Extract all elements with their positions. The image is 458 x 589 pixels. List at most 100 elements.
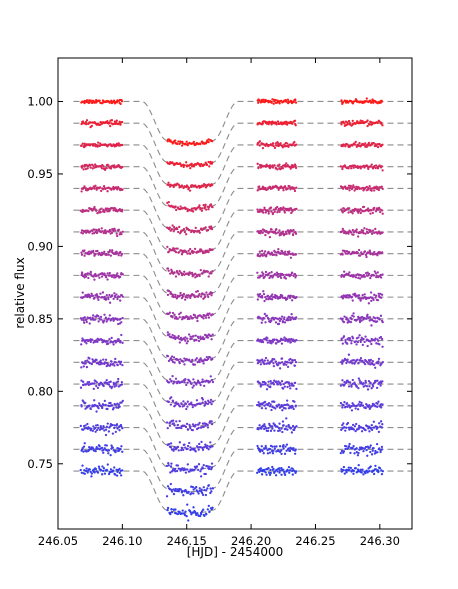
data-point [367,272,371,276]
data-point [170,470,174,473]
data-point [285,417,288,420]
data-point [259,363,263,366]
data-point [114,295,117,299]
data-point [182,448,185,451]
data-point [121,273,124,276]
data-point [103,250,106,253]
data-point [283,211,287,214]
data-point [342,403,345,407]
data-point [362,361,366,364]
data-point [88,380,91,384]
data-point [197,426,200,430]
data-point [380,251,384,254]
data-point [350,295,354,299]
data-point [95,384,98,388]
data-point [172,336,175,340]
data-point [363,250,367,253]
data-point [92,425,95,428]
data-point [294,232,298,235]
data-point [360,426,363,429]
data-point [206,270,210,273]
data-point [166,355,170,358]
data-point [381,124,384,127]
data-point [181,295,185,298]
data-point [206,426,210,429]
data-point [295,186,298,189]
data-point [165,421,169,424]
data-point [378,422,381,425]
data-point [177,140,180,143]
data-point [94,449,97,453]
data-point [211,445,214,448]
data-point [99,211,102,214]
data-point [106,422,109,425]
data-point [271,293,274,296]
data-point [274,407,277,410]
data-point [170,508,173,511]
data-point [87,276,90,280]
data-point [358,334,361,337]
y-tick-label: 0.90 [27,239,53,253]
data-point [282,468,285,471]
data-point [194,272,197,275]
data-point [113,274,116,277]
data-point [194,276,197,279]
data-point [278,362,282,365]
data-point [349,321,353,324]
data-point [182,404,186,407]
data-point [195,357,198,360]
data-point [271,465,274,469]
data-point [283,321,287,324]
data-point [197,448,200,451]
data-point [270,101,273,104]
data-point [195,338,198,342]
data-point [116,234,119,238]
data-point [104,297,108,300]
data-point [170,511,174,514]
data-point [270,342,273,345]
data-point [192,165,196,168]
data-point [201,378,204,381]
data-point [100,189,103,193]
data-point [282,206,285,209]
data-point [263,400,267,404]
data-point [193,314,197,317]
data-point [88,357,91,360]
data-point [186,400,189,403]
data-point [288,232,291,235]
data-point [104,316,108,319]
model-line-6 [73,209,412,253]
data-point [265,427,268,430]
data-point [366,119,369,122]
data-point [199,470,202,473]
data-point [347,184,351,187]
data-point [167,200,170,204]
data-point [293,381,297,385]
data-point [263,362,266,366]
data-point [380,362,383,365]
data-point [81,142,84,145]
data-point [107,404,111,408]
data-point [281,230,285,233]
data-point [192,140,195,144]
data-point [113,424,116,427]
data-point [276,168,279,171]
data-point [347,232,350,235]
data-point [109,229,112,233]
data-point [202,185,205,188]
data-point [269,206,273,209]
data-point [210,403,213,406]
data-point [368,99,372,102]
data-point [354,407,357,410]
data-point [362,473,365,476]
data-point [362,273,366,277]
data-point [93,228,96,231]
data-point [293,140,296,144]
data-point [182,494,185,497]
data-point [168,250,171,253]
data-point [175,401,178,404]
data-point [189,335,192,338]
data-point [205,291,208,294]
data-point [170,140,173,144]
